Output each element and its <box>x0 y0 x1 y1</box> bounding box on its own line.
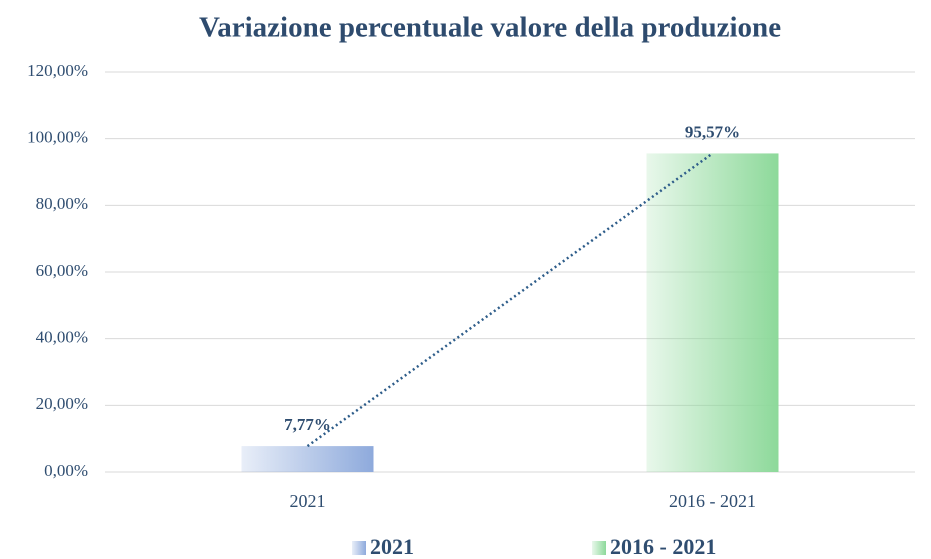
y-tick-label: 100,00% <box>27 128 88 147</box>
chart-title: Variazione percentuale valore della prod… <box>199 12 781 44</box>
legend-label: 2016 - 2021 <box>610 534 716 559</box>
y-tick-label: 80,00% <box>36 194 88 213</box>
legend-swatch <box>352 541 366 555</box>
legend-label: 2021 <box>370 534 414 559</box>
trendline <box>306 152 714 448</box>
data-label: 7,77% <box>284 415 331 434</box>
data-label: 95,57% <box>685 122 740 141</box>
x-tick-label: 2021 <box>290 491 326 511</box>
bar <box>241 446 374 472</box>
y-tick-label: 40,00% <box>36 328 88 347</box>
bar <box>646 153 779 472</box>
y-tick-label: 0,00% <box>44 461 88 480</box>
x-tick-label: 2016 - 2021 <box>669 491 756 511</box>
y-tick-label: 20,00% <box>36 394 88 413</box>
y-tick-label: 120,00% <box>27 61 88 80</box>
legend-swatch <box>592 541 606 555</box>
y-tick-label: 60,00% <box>36 261 88 280</box>
